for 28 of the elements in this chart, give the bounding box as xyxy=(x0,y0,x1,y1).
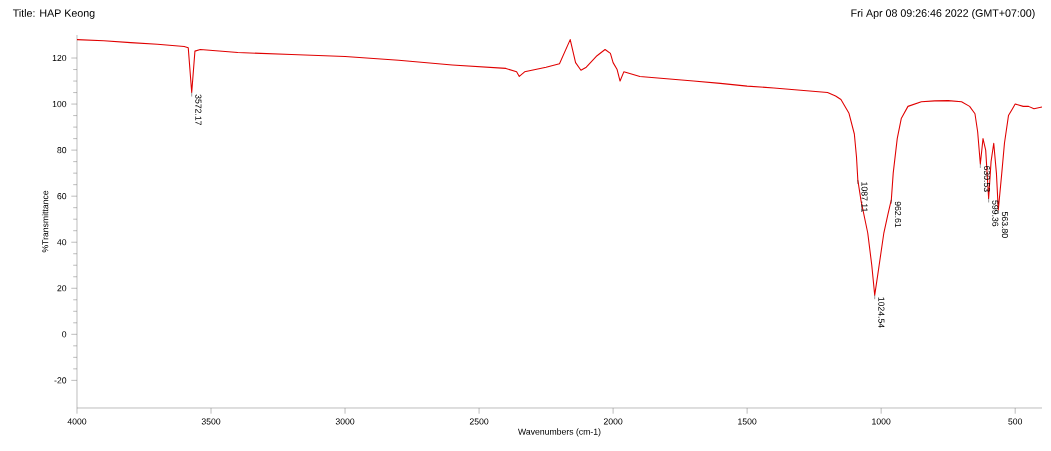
x-tick-label: 3500 xyxy=(201,418,221,425)
chart-subtitle: Fri Apr 08 09:26:46 2022 (GMT+07:00) xyxy=(851,9,1035,19)
annotation: 630.53 xyxy=(983,165,991,192)
x-tick-label: 3000 xyxy=(335,418,355,425)
y-tick-label: 120 xyxy=(52,54,67,62)
x-tick-label: 2500 xyxy=(469,418,489,425)
x-tick-label: 500 xyxy=(1008,418,1023,425)
y-tick-label: 0 xyxy=(62,331,67,338)
annotation: 3572.17 xyxy=(195,94,202,126)
y-tick-label: -20 xyxy=(54,377,67,384)
line-series xyxy=(76,39,1043,296)
x-tick-label: 1000 xyxy=(872,418,891,425)
y-tick-label: 20 xyxy=(57,285,67,292)
y-axis-title: %Transmittance xyxy=(41,190,49,253)
annotation: 563.80 xyxy=(1001,211,1009,238)
y-tick-label: 60 xyxy=(57,193,67,200)
annotation: 599.36 xyxy=(992,200,999,227)
x-tick-label: 4000 xyxy=(67,418,87,425)
y-tick-label: 40 xyxy=(57,239,67,246)
x-tick-label: 2000 xyxy=(603,418,623,425)
chart-title: Title: HAP Keong xyxy=(12,9,95,19)
annotation: 962.61 xyxy=(894,201,902,228)
y-tick-label: 80 xyxy=(57,147,67,154)
x-axis-title: Wavenumbers (cm-1) xyxy=(518,428,601,437)
annotation: 1024.54 xyxy=(878,297,885,328)
y-tick-label: 100 xyxy=(52,101,67,108)
annotation: 1087.11 xyxy=(861,182,868,212)
x-tick-label: 1500 xyxy=(738,418,757,425)
